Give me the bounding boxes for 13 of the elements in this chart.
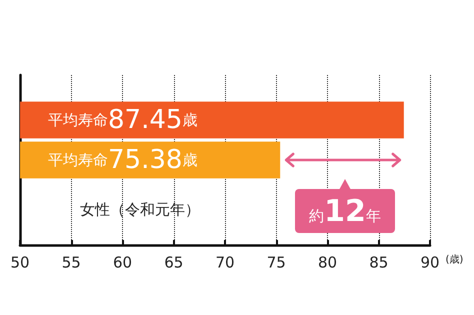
x-tick-label: 80: [318, 254, 338, 272]
x-tick-label: 50: [10, 254, 30, 272]
x-tick-label: 70: [215, 254, 235, 272]
x-tick-label: 65: [164, 254, 184, 272]
x-tick-label: 75: [266, 254, 286, 272]
data-label: 平均寿命75.38歳: [48, 145, 198, 175]
annotation: 女性（令和元年）: [80, 200, 200, 218]
x-tick-label: 55: [62, 254, 81, 272]
x-tick-label: 60: [112, 254, 132, 272]
x-axis-title: (歳): [445, 254, 464, 266]
data-label: 平均寿命87.45歳: [48, 105, 198, 135]
x-tick-label: 90: [420, 254, 440, 272]
x-tick-label: 85: [369, 254, 388, 272]
